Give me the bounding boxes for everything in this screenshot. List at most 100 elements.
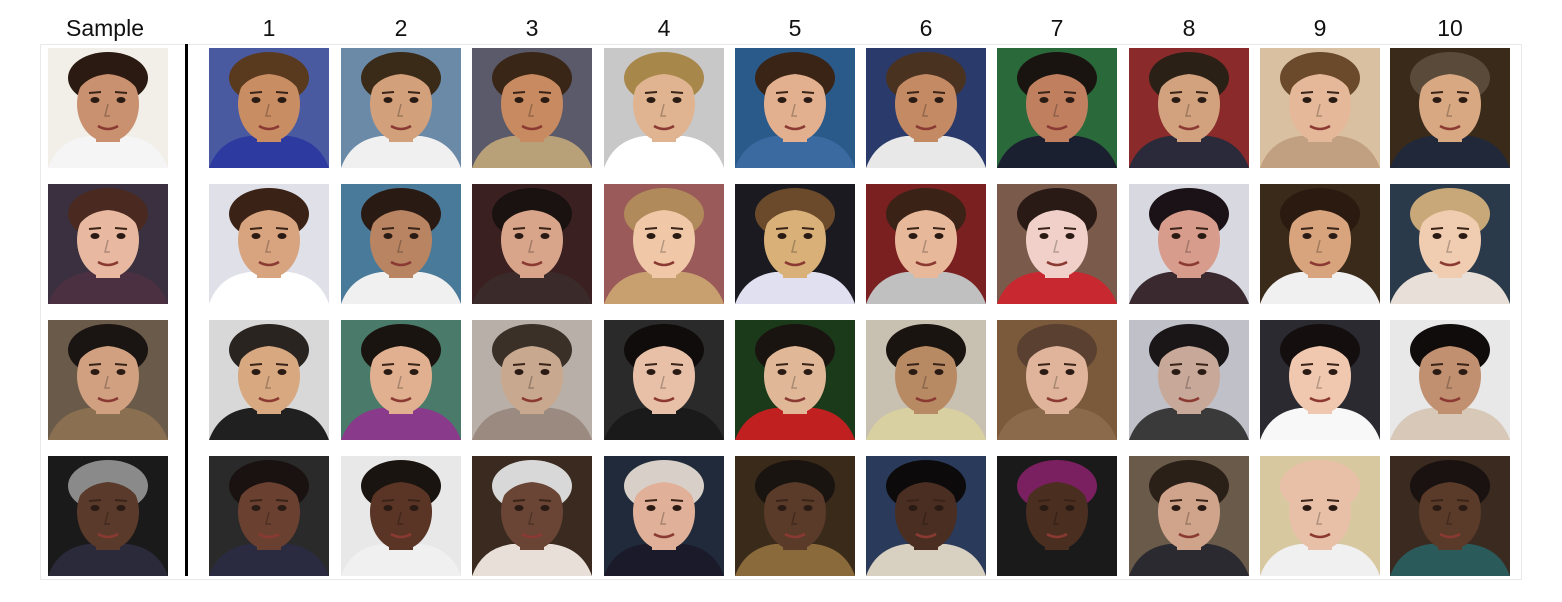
sample-face-row-2 <box>48 184 168 304</box>
match-face-image <box>1260 184 1380 304</box>
match-face-row-2-rank-2 <box>341 184 461 304</box>
match-face-row-4-rank-4 <box>604 456 724 576</box>
match-face-image <box>341 184 461 304</box>
match-face-image <box>997 184 1117 304</box>
column-header-2: 2 <box>341 12 461 44</box>
match-face-row-4-rank-3 <box>472 456 592 576</box>
match-face-image <box>472 320 592 440</box>
match-face-row-3-rank-7 <box>997 320 1117 440</box>
header-sample: Sample <box>45 12 165 44</box>
match-face-image <box>1260 456 1380 576</box>
match-face-image <box>866 320 986 440</box>
match-face-image <box>1129 320 1249 440</box>
match-face-row-3-rank-9 <box>1260 320 1380 440</box>
match-face-row-2-rank-5 <box>735 184 855 304</box>
match-face-image <box>1129 184 1249 304</box>
match-face-image <box>472 48 592 168</box>
match-face-image <box>604 456 724 576</box>
match-face-image <box>1390 184 1510 304</box>
match-face-row-2-rank-4 <box>604 184 724 304</box>
match-face-row-2-rank-8 <box>1129 184 1249 304</box>
match-face-image <box>604 320 724 440</box>
match-face-row-4-rank-10 <box>1390 456 1510 576</box>
match-face-row-3-rank-5 <box>735 320 855 440</box>
match-face-image <box>604 184 724 304</box>
column-header-7: 7 <box>997 12 1117 44</box>
match-face-row-2-rank-3 <box>472 184 592 304</box>
match-face-image <box>997 48 1117 168</box>
match-face-row-2-rank-7 <box>997 184 1117 304</box>
sample-face-image <box>48 48 168 168</box>
column-header-4: 4 <box>604 12 724 44</box>
sample-face-row-4 <box>48 456 168 576</box>
column-header-8: 8 <box>1129 12 1249 44</box>
match-face-row-1-rank-9 <box>1260 48 1380 168</box>
match-face-row-4-rank-1 <box>209 456 329 576</box>
match-face-row-2-rank-6 <box>866 184 986 304</box>
match-face-row-1-rank-3 <box>472 48 592 168</box>
match-face-image <box>735 320 855 440</box>
match-face-row-1-rank-1 <box>209 48 329 168</box>
match-face-image <box>472 184 592 304</box>
column-header-9: 9 <box>1260 12 1380 44</box>
match-face-row-4-rank-9 <box>1260 456 1380 576</box>
sample-divider <box>185 44 188 576</box>
match-face-row-1-rank-5 <box>735 48 855 168</box>
match-face-image <box>209 184 329 304</box>
match-face-row-4-rank-8 <box>1129 456 1249 576</box>
match-face-row-2-rank-10 <box>1390 184 1510 304</box>
match-face-row-3-rank-4 <box>604 320 724 440</box>
column-header-10: 10 <box>1390 12 1510 44</box>
match-face-image <box>209 320 329 440</box>
match-face-image <box>866 184 986 304</box>
match-face-image <box>1390 320 1510 440</box>
match-face-image <box>866 48 986 168</box>
match-face-image <box>997 456 1117 576</box>
match-face-row-1-rank-2 <box>341 48 461 168</box>
column-header-3: 3 <box>472 12 592 44</box>
match-face-row-3-rank-2 <box>341 320 461 440</box>
match-face-row-2-rank-1 <box>209 184 329 304</box>
match-face-row-3-rank-10 <box>1390 320 1510 440</box>
match-face-image <box>209 48 329 168</box>
column-header-5: 5 <box>735 12 855 44</box>
match-face-image <box>997 320 1117 440</box>
match-face-row-4-rank-6 <box>866 456 986 576</box>
match-face-row-4-rank-2 <box>341 456 461 576</box>
match-face-image <box>472 456 592 576</box>
sample-face-image <box>48 320 168 440</box>
match-face-image <box>1129 456 1249 576</box>
match-face-row-1-rank-4 <box>604 48 724 168</box>
match-face-image <box>1260 48 1380 168</box>
match-face-image <box>1129 48 1249 168</box>
column-header-1: 1 <box>209 12 329 44</box>
match-face-row-3-rank-3 <box>472 320 592 440</box>
match-face-image <box>1260 320 1380 440</box>
match-face-row-3-rank-8 <box>1129 320 1249 440</box>
match-face-image <box>341 48 461 168</box>
match-face-image <box>1390 456 1510 576</box>
match-face-image <box>604 48 724 168</box>
match-face-image <box>341 320 461 440</box>
match-face-image <box>341 456 461 576</box>
match-face-image <box>735 48 855 168</box>
match-face-row-3-rank-6 <box>866 320 986 440</box>
match-face-row-4-rank-7 <box>997 456 1117 576</box>
match-face-row-4-rank-5 <box>735 456 855 576</box>
match-face-row-1-rank-10 <box>1390 48 1510 168</box>
match-face-row-2-rank-9 <box>1260 184 1380 304</box>
sample-face-row-1 <box>48 48 168 168</box>
match-face-row-3-rank-1 <box>209 320 329 440</box>
match-face-image <box>735 456 855 576</box>
match-face-image <box>735 184 855 304</box>
column-header-6: 6 <box>866 12 986 44</box>
match-face-image <box>209 456 329 576</box>
match-face-image <box>1390 48 1510 168</box>
sample-face-row-3 <box>48 320 168 440</box>
match-face-image <box>866 456 986 576</box>
sample-face-image <box>48 456 168 576</box>
match-face-row-1-rank-8 <box>1129 48 1249 168</box>
match-face-row-1-rank-7 <box>997 48 1117 168</box>
sample-face-image <box>48 184 168 304</box>
match-face-row-1-rank-6 <box>866 48 986 168</box>
